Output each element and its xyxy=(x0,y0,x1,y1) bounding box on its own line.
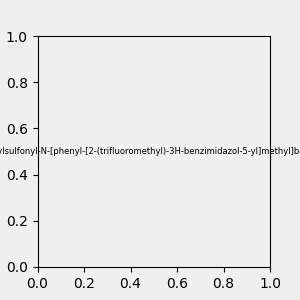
Text: 2-methylsulfonyl-N-[phenyl-[2-(trifluoromethyl)-3H-benzimidazol-5-yl]methyl]benz: 2-methylsulfonyl-N-[phenyl-[2-(trifluoro… xyxy=(0,147,300,156)
